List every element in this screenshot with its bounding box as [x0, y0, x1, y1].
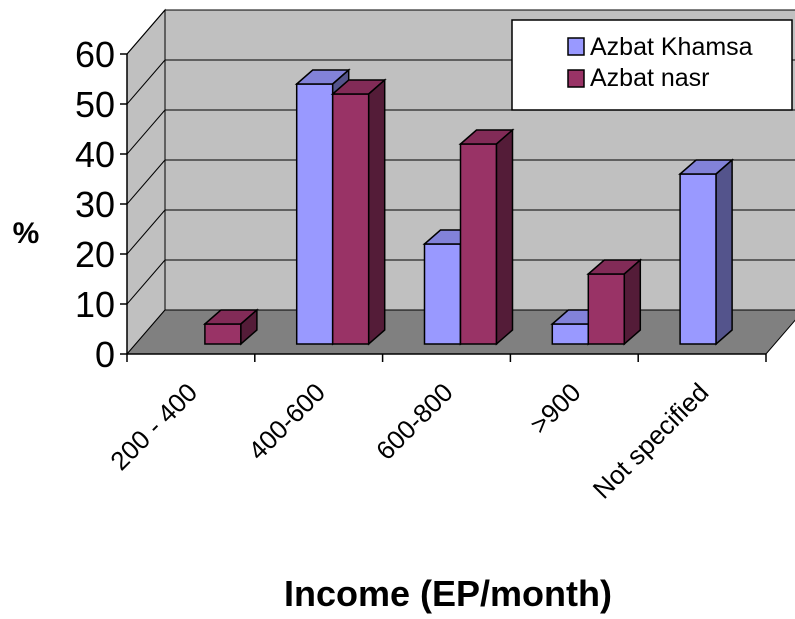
x-tick-label-400-600: 400-600	[242, 377, 331, 466]
gridline-side-60	[126, 9, 166, 55]
gridline-side-30	[126, 159, 166, 205]
legend: Azbat Khamsa Azbat nasr	[511, 19, 793, 111]
y-tick-label-50: 50	[75, 84, 115, 125]
bar-azbat-khamsa-600-800-front	[423, 243, 462, 345]
bar-azbat-nasr-900-front	[587, 273, 626, 345]
y-tick-label-20: 20	[75, 234, 115, 275]
bar-azbat-khamsa-400-600-front	[295, 83, 334, 345]
bar-azbat-nasr-400-600-front	[331, 93, 370, 345]
bar-azbat-khamsa-not-specified-side	[715, 158, 733, 346]
x-tick-label-200-400: 200 - 400	[104, 377, 203, 476]
gridline-side-40	[126, 109, 166, 155]
bar-azbat-nasr-400-600	[330, 78, 387, 346]
legend-swatch-azbat-nasr	[567, 69, 585, 88]
bars-group	[202, 68, 735, 346]
bar-azbat-nasr-200-400-side	[240, 308, 258, 346]
legend-label-azbat-khamsa: Azbat Khamsa	[590, 33, 753, 61]
bar-azbat-nasr-400-600-side	[367, 78, 386, 346]
y-tick-label-60: 60	[75, 34, 115, 75]
x-axis-title: Income (EP/month)	[284, 573, 612, 614]
bar-azbat-nasr-600-800-front	[459, 143, 498, 345]
y-tick-label-10: 10	[75, 284, 115, 325]
bar-azbat-nasr-600-800-side	[495, 128, 514, 346]
legend-label-azbat-nasr: Azbat nasr	[590, 64, 710, 92]
bar-azbat-khamsa-900-front	[551, 323, 590, 345]
bar-azbat-nasr-600-800	[458, 128, 515, 346]
y-tick-label-0: 0	[95, 334, 115, 375]
bar-azbat-nasr-900	[586, 258, 643, 346]
bar-azbat-nasr-900-side	[623, 258, 642, 346]
x-tick-label-not-specified: Not specified	[587, 377, 715, 505]
bar-azbat-nasr-200-400-front	[204, 323, 242, 345]
gridline-side-50	[126, 59, 166, 105]
gridline-side-20	[126, 209, 166, 255]
y-axis-ticks: 0 10 20 30 40 50 60	[75, 34, 128, 375]
y-axis-title: %	[13, 217, 40, 250]
x-tick-label-900: >900	[524, 377, 587, 440]
bar-azbat-nasr-200-400	[202, 308, 259, 346]
bar-azbat-khamsa-not-specified-front	[679, 173, 717, 345]
y-tick-label-40: 40	[75, 134, 115, 175]
x-tick-label-600-800: 600-800	[370, 377, 459, 466]
legend-swatch-azbat-khamsa	[567, 37, 585, 56]
legend-box	[511, 19, 793, 111]
x-axis-ticks: 200 - 400 400-600 600-800 >900 Not specified	[104, 353, 767, 505]
bar-azbat-khamsa-not-specified	[678, 158, 735, 346]
y-tick-label-30: 30	[75, 184, 115, 225]
gridline-side-10	[126, 259, 166, 305]
